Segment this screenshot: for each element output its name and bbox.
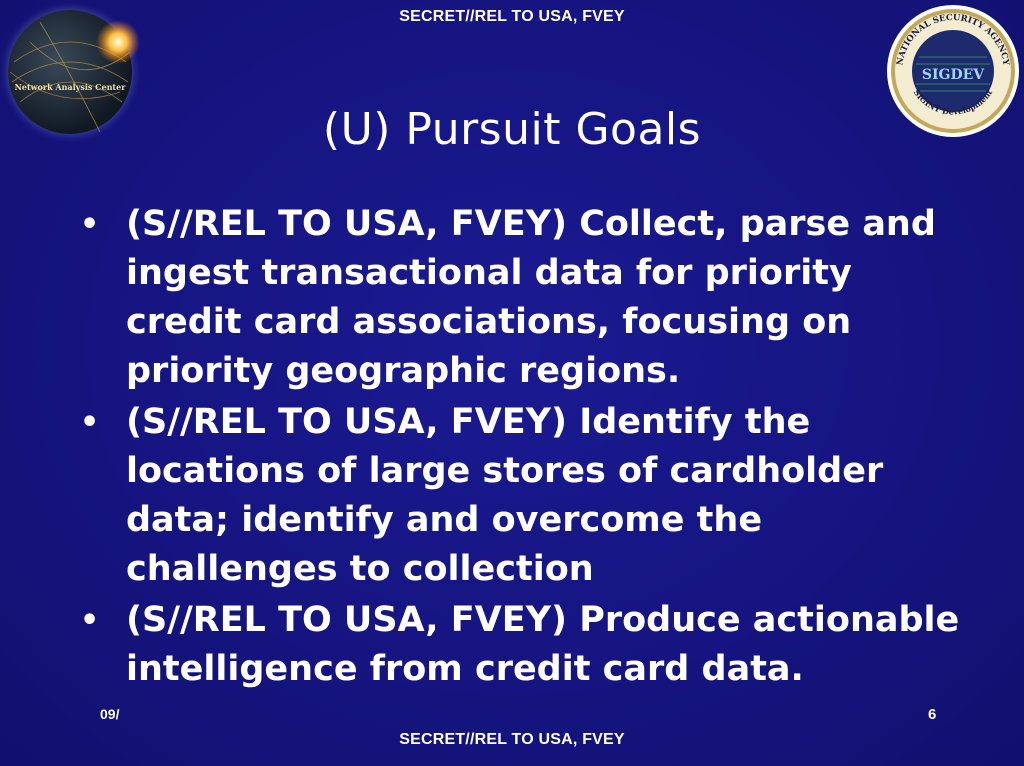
- sigdev-center-text: SIGDEV: [922, 67, 985, 83]
- page-number: 6: [928, 706, 937, 723]
- classification-banner-bottom: SECRET//REL TO USA, FVEY: [399, 731, 625, 748]
- bullet-icon: •: [80, 603, 100, 638]
- bullet-text: (S//REL TO USA, FVEY) Identify the locat…: [126, 402, 884, 589]
- bullet-text: (S//REL TO USA, FVEY) Produce actionable…: [126, 600, 960, 689]
- bullet-icon: •: [80, 405, 100, 440]
- footer-date: 09/: [100, 706, 120, 722]
- classification-banner-top: SECRET//REL TO USA, FVEY: [399, 8, 625, 25]
- network-analysis-center-logo: Network Analysis Center: [0, 0, 150, 151]
- bullet-item: • (S//REL TO USA, FVEY) Produce actionab…: [80, 596, 960, 694]
- bullet-text: (S//REL TO USA, FVEY) Collect, parse and…: [126, 204, 936, 391]
- nac-logo-label: Network Analysis Center: [15, 82, 127, 92]
- bullet-item: • (S//REL TO USA, FVEY) Identify the loc…: [80, 398, 960, 594]
- bullet-list: • (S//REL TO USA, FVEY) Collect, parse a…: [80, 200, 960, 696]
- bullet-item: • (S//REL TO USA, FVEY) Collect, parse a…: [80, 200, 960, 396]
- bullet-icon: •: [80, 207, 100, 242]
- slide-title: (U) Pursuit Goals: [322, 104, 702, 155]
- nsa-sigdev-seal: SIGDEV NATIONAL SECURITY AGENCY SIGINT D…: [884, 2, 1022, 144]
